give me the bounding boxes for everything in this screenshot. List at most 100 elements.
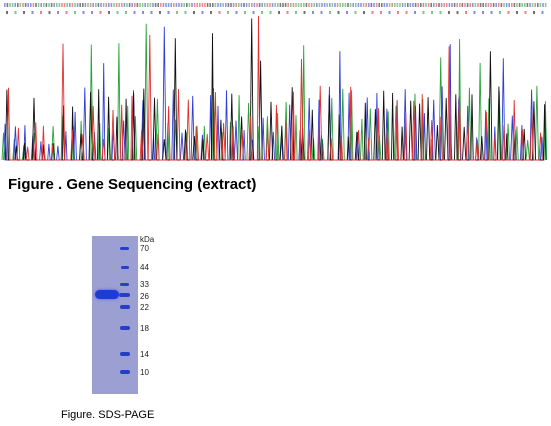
base-call-mark [375, 3, 378, 7]
base-call-mark [422, 3, 425, 7]
base-call-mark [425, 3, 427, 7]
base-call-mark [524, 3, 526, 7]
base-call-mark [173, 3, 175, 7]
base-call-mark [82, 3, 84, 7]
base-index-mark [210, 11, 212, 14]
base-call-mark [61, 3, 63, 7]
base-index-mark [346, 11, 348, 14]
base-call-mark [154, 3, 157, 7]
base-call-mark [287, 3, 289, 7]
base-index-mark [227, 11, 229, 14]
base-call-mark [412, 3, 414, 7]
base-index-mark [388, 11, 391, 14]
sds-page-figure-caption: Figure. SDS-PAGE [61, 409, 155, 421]
base-call-mark [227, 3, 230, 7]
base-call-mark [43, 3, 45, 7]
base-call-mark [349, 3, 352, 7]
base-call-mark [279, 3, 282, 7]
base-index-mark [201, 11, 204, 14]
base-call-mark [40, 3, 42, 7]
base-call-mark [126, 3, 128, 7]
base-call-mark [167, 3, 170, 7]
base-index-mark [405, 11, 408, 14]
base-index-mark [142, 11, 144, 14]
marker-label-44: 44 [140, 263, 149, 272]
base-call-mark [209, 3, 211, 7]
base-call-mark [121, 3, 123, 7]
base-index-mark [295, 11, 297, 14]
base-index-mark [65, 11, 68, 14]
base-call-mark [87, 3, 89, 7]
base-index-mark [499, 11, 501, 14]
base-call-mark [430, 3, 432, 7]
base-call-mark [433, 3, 435, 7]
base-index-mark [31, 11, 34, 14]
base-call-mark [253, 3, 256, 7]
base-call-mark [193, 3, 196, 7]
base-call-mark [84, 3, 87, 7]
base-call-mark [352, 3, 354, 7]
base-call-mark [35, 3, 37, 7]
base-call-mark [399, 3, 401, 7]
base-call-mark [498, 3, 500, 7]
base-index-mark [507, 11, 510, 14]
base-call-mark [339, 3, 341, 7]
base-call-mark [9, 3, 11, 7]
base-index-mark [465, 11, 467, 14]
base-call-mark [66, 3, 68, 7]
base-call-mark [360, 3, 362, 7]
base-call-mark [232, 3, 235, 7]
base-call-mark [243, 3, 245, 7]
base-call-mark [342, 3, 344, 7]
base-index-mark [74, 11, 76, 14]
base-index-mark [269, 11, 272, 14]
base-call-mark [45, 3, 48, 7]
base-call-mark [383, 3, 386, 7]
base-call-mark [160, 3, 162, 7]
base-call-mark [53, 3, 55, 7]
base-index-mark [218, 11, 221, 14]
base-index-mark [439, 11, 442, 14]
base-call-mark [534, 3, 536, 7]
base-call-mark [128, 3, 131, 7]
base-call-mark [326, 3, 328, 7]
base-call-mark [266, 3, 269, 7]
marker-label-14: 14 [140, 350, 149, 359]
base-call-mark [212, 3, 214, 7]
base-call-mark [409, 3, 412, 7]
base-call-mark [381, 3, 383, 7]
base-call-mark [102, 3, 105, 7]
base-call-mark [303, 3, 305, 7]
base-call-mark [334, 3, 336, 7]
base-call-mark [214, 3, 217, 7]
base-index-mark [354, 11, 357, 14]
base-call-mark [264, 3, 266, 7]
base-call-mark [188, 3, 191, 7]
base-call-mark [95, 3, 97, 7]
base-call-mark [32, 3, 35, 7]
base-index-mark [431, 11, 433, 14]
base-call-mark [443, 3, 445, 7]
base-call-mark [474, 3, 477, 7]
base-call-mark [300, 3, 302, 7]
ladder-band-44 [121, 266, 129, 269]
base-call-mark [118, 3, 120, 7]
base-call-mark [58, 3, 61, 7]
base-call-mark [201, 3, 204, 7]
base-call-mark [440, 3, 443, 7]
base-call-mark [336, 3, 339, 7]
base-index-mark [159, 11, 161, 14]
base-call-mark [274, 3, 276, 7]
base-call-mark [485, 3, 487, 7]
base-call-mark [22, 3, 24, 7]
base-call-mark [417, 3, 419, 7]
base-call-mark [100, 3, 102, 7]
base-index-mark [252, 11, 255, 14]
base-index-mark [456, 11, 459, 14]
base-call-mark [401, 3, 404, 7]
base-call-mark [37, 3, 40, 7]
ladder-band-14 [120, 352, 130, 356]
base-index-mark [337, 11, 340, 14]
base-call-mark [162, 3, 165, 7]
base-index-mark [278, 11, 280, 14]
